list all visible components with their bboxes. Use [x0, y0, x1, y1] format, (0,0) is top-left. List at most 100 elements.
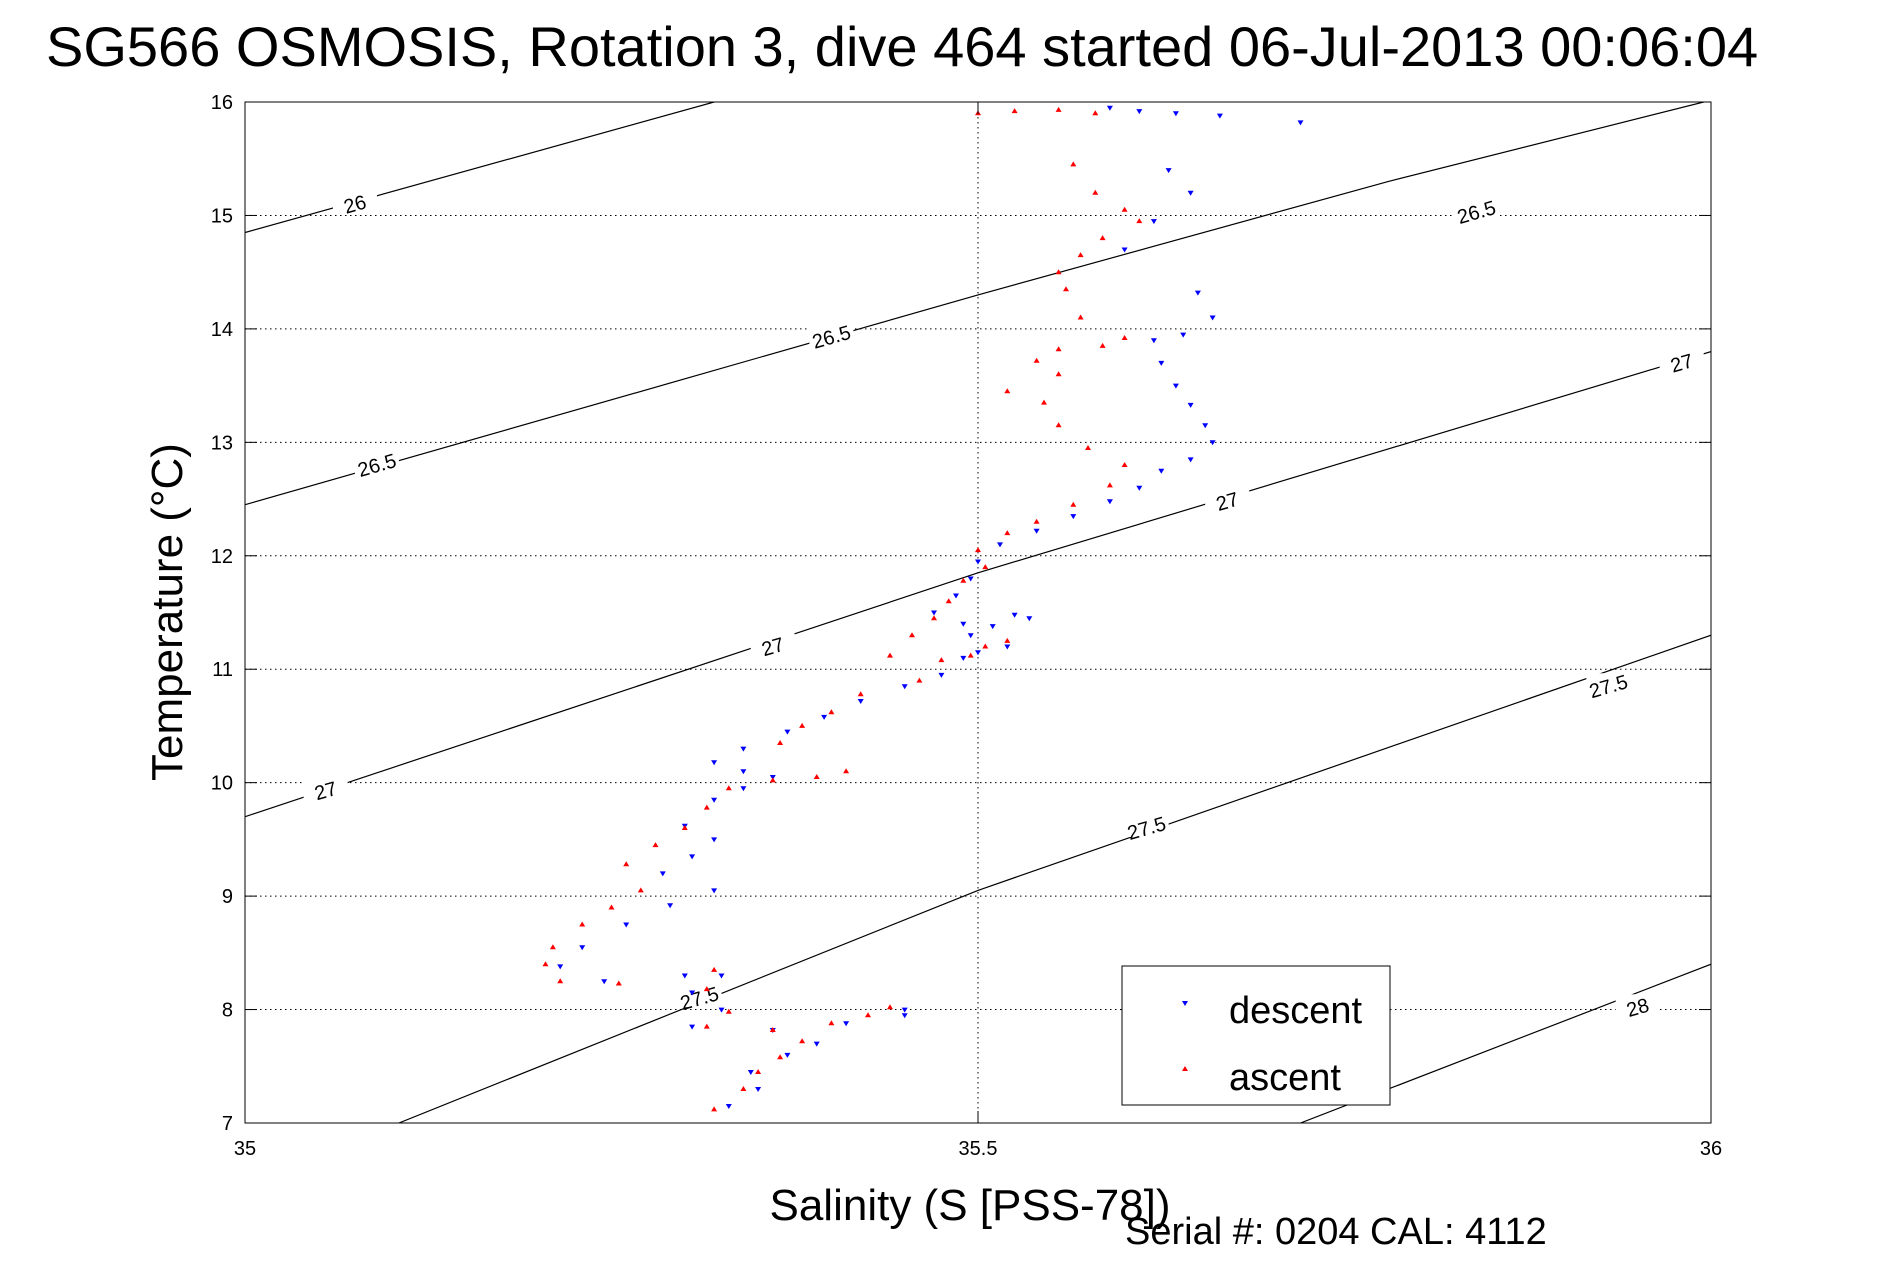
data-point-ascent	[865, 1012, 871, 1018]
data-point-ascent	[887, 1004, 893, 1010]
contour-line-27	[245, 351, 1711, 818]
data-point-ascent	[1004, 530, 1011, 536]
data-point-ascent	[1085, 445, 1091, 450]
data-point-descent	[821, 714, 828, 720]
y-tick-label: 14	[211, 319, 233, 341]
data-point-ascent	[1121, 335, 1128, 340]
data-point-descent	[1209, 315, 1216, 321]
data-points	[542, 105, 1304, 1112]
data-point-ascent	[813, 774, 820, 779]
data-point-ascent	[982, 643, 989, 649]
data-point-ascent	[777, 740, 784, 745]
contour-label-background	[1205, 488, 1250, 511]
data-point-ascent	[1033, 518, 1040, 524]
legend: descent ascent	[1121, 965, 1391, 1106]
data-point-ascent	[1092, 189, 1099, 195]
contour-label-background	[750, 633, 795, 656]
data-point-descent	[975, 650, 981, 656]
data-point-descent	[718, 973, 725, 979]
data-point-descent	[901, 1007, 908, 1013]
data-point-descent	[1187, 457, 1194, 463]
data-point-ascent	[960, 577, 967, 583]
data-point-ascent	[909, 632, 915, 638]
data-point-descent	[1158, 360, 1165, 366]
data-point-ascent	[1077, 314, 1084, 320]
contour-label-background	[1586, 673, 1631, 696]
x-tick-label: 35.5	[959, 1138, 998, 1160]
data-point-ascent	[982, 564, 989, 570]
data-point-ascent	[828, 1020, 835, 1026]
data-point-descent	[1209, 440, 1216, 446]
data-point-descent	[1106, 105, 1113, 111]
data-point-ascent	[542, 961, 549, 967]
data-point-descent	[1180, 332, 1187, 338]
data-point-descent	[857, 699, 864, 704]
data-point-ascent	[1092, 110, 1099, 116]
data-point-ascent	[579, 921, 586, 927]
data-point-ascent	[916, 677, 923, 683]
data-point-descent	[901, 684, 908, 690]
y-tick-label: 11	[212, 659, 233, 681]
data-point-descent	[967, 633, 974, 639]
data-point-ascent	[1004, 388, 1011, 394]
data-point-ascent	[945, 598, 952, 604]
data-point-ascent	[1055, 346, 1062, 352]
legend-descent-marker	[1182, 1001, 1188, 1006]
data-point-descent	[1004, 644, 1011, 650]
data-point-descent	[1150, 219, 1157, 225]
data-point-descent	[1158, 468, 1165, 474]
data-point-descent	[711, 797, 718, 803]
data-point-descent	[1033, 528, 1040, 534]
x-axis-label: Salinity (S [PSS-78])	[769, 1181, 1170, 1230]
data-point-descent	[601, 979, 608, 985]
data-point-ascent	[711, 1106, 718, 1112]
legend-ascent-label: ascent	[1229, 1057, 1341, 1099]
data-point-ascent	[938, 657, 945, 663]
data-point-descent	[960, 621, 967, 627]
data-point-ascent	[857, 691, 864, 697]
data-point-descent	[740, 786, 747, 792]
data-point-descent	[1121, 247, 1128, 253]
data-point-descent	[1172, 383, 1179, 389]
data-point-descent	[813, 1041, 820, 1047]
data-point-descent	[901, 1013, 908, 1019]
data-point-descent	[1136, 485, 1143, 491]
data-point-descent	[953, 593, 959, 599]
data-point-descent	[667, 903, 674, 909]
data-point-ascent	[1033, 357, 1040, 363]
data-point-ascent	[1055, 422, 1062, 428]
data-point-descent	[1194, 290, 1201, 296]
data-point-ascent	[1099, 235, 1106, 241]
y-tick-label: 7	[222, 1113, 233, 1135]
data-point-ascent	[843, 768, 850, 774]
data-point-descent	[711, 888, 718, 894]
data-point-ascent	[799, 1038, 806, 1044]
data-point-ascent	[1136, 218, 1143, 224]
contour-label-background	[809, 323, 854, 346]
y-tick-label: 8	[222, 1000, 233, 1022]
data-point-ascent	[887, 652, 893, 658]
data-point-ascent	[1121, 206, 1128, 212]
data-point-ascent	[799, 722, 806, 728]
data-point-descent	[1026, 616, 1033, 622]
contour-label-background	[332, 191, 377, 214]
data-point-descent	[1136, 109, 1143, 115]
data-point-descent	[1106, 499, 1113, 505]
contour-label-background	[677, 985, 722, 1008]
data-point-ascent	[703, 986, 710, 992]
data-point-descent	[1172, 111, 1179, 117]
contour-line-26	[245, 102, 715, 234]
data-point-descent	[967, 576, 974, 582]
data-point-ascent	[931, 615, 937, 621]
data-point-descent	[843, 1021, 850, 1027]
data-point-descent	[623, 922, 630, 928]
data-point-ascent	[755, 1069, 762, 1074]
data-point-ascent	[740, 1086, 747, 1091]
y-tick-label: 16	[211, 92, 233, 114]
data-point-descent	[784, 729, 791, 735]
data-point-descent	[711, 837, 718, 843]
data-point-ascent	[1055, 269, 1062, 275]
data-point-ascent	[1070, 161, 1077, 167]
data-point-ascent	[608, 904, 615, 910]
